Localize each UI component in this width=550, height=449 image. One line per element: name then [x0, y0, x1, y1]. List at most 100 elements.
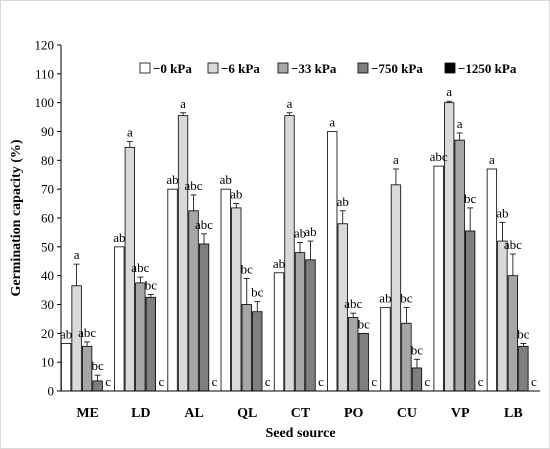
- sig-label-cu-series-4: c: [425, 374, 431, 389]
- sig-label-me-series-1: a: [74, 247, 80, 262]
- bar-ql-series-3: [252, 311, 263, 392]
- sig-label-po-series-3: bc: [358, 316, 371, 331]
- sig-label-al-series-3: abc: [195, 217, 213, 232]
- legend-label-0: −0 kPa: [153, 61, 192, 76]
- sig-label-lb-series-4: c: [531, 374, 537, 389]
- sig-label-me-series-0: ab: [60, 326, 72, 341]
- bar-ql-series-2: [241, 304, 252, 392]
- bar-ct-series-2: [294, 252, 306, 392]
- significance-labels: abaabcbccabaabcbccabaabcabccababbcbccaba…: [60, 84, 537, 389]
- sig-label-cu-series-2: bc: [400, 290, 413, 305]
- x-axis-title: Seed source: [265, 426, 335, 441]
- sig-label-cu-series-1: a: [393, 152, 399, 167]
- bar-po-series-0: [327, 131, 338, 392]
- sig-label-po-series-4: c: [371, 374, 377, 389]
- bar-ct-series-1: [284, 115, 295, 392]
- x-category-label-ld: LD: [131, 406, 150, 421]
- bar-lb-series-2: [507, 275, 519, 392]
- x-category-label-vp: VP: [451, 406, 470, 421]
- y-tick-label-9: 90: [41, 124, 54, 139]
- bar-vp-series-1: [444, 102, 455, 392]
- legend-label-4: −1250 kPa: [458, 61, 517, 76]
- bar-po-series-3: [358, 332, 369, 392]
- bar-cu-series-3: [411, 367, 423, 392]
- bar-vp-series-0: [433, 165, 444, 392]
- legend-label-2: −33 kPa: [291, 61, 337, 76]
- sig-label-ql-series-3: bc: [251, 285, 264, 300]
- sig-label-ld-series-3: bc: [145, 277, 158, 292]
- legend: −0 kPa −6 kPa −33 kPa −750 kPa −1250 kPa: [139, 61, 517, 76]
- bar-cu-series-1: [390, 184, 402, 392]
- sig-label-lb-series-3: bc: [517, 326, 530, 341]
- sig-label-ql-series-4: c: [265, 374, 271, 389]
- x-category-label-ql: QL: [237, 406, 257, 421]
- sig-label-ct-series-1: a: [287, 96, 293, 111]
- legend-swatch-4: [444, 62, 456, 74]
- sig-label-ct-series-0: ab: [273, 256, 285, 271]
- legend-swatch-2: [277, 62, 289, 74]
- x-axis-categories: ME LD AL QL CT PO CU VP LB: [76, 406, 522, 421]
- y-tick-label-11: 110: [35, 66, 54, 81]
- x-category-label-al: AL: [184, 406, 203, 421]
- bar-al-series-3: [198, 243, 210, 392]
- bar-lb-series-0: [486, 168, 498, 392]
- y-tick-label-5: 50: [41, 239, 54, 254]
- x-category-label-me: ME: [76, 406, 99, 421]
- legend-swatch-1: [207, 62, 219, 74]
- bar-vp-series-2: [454, 139, 465, 392]
- bars-group: [60, 100, 529, 392]
- sig-label-al-series-1: a: [180, 96, 186, 111]
- y-axis-title: Germination capacity (%): [9, 139, 24, 296]
- bar-ld-series-3: [145, 296, 156, 392]
- y-tick-label-10: 100: [35, 95, 55, 110]
- bar-al-series-0: [167, 188, 178, 392]
- bar-al-series-2: [188, 210, 199, 392]
- bar-al-series-1: [177, 115, 189, 392]
- sig-label-ct-series-2: ab: [294, 226, 306, 241]
- y-tick-label-1: 10: [41, 355, 54, 370]
- legend-label-3: −750 kPa: [371, 61, 423, 76]
- sig-label-lb-series-0: a: [489, 152, 495, 167]
- sig-label-me-series-4: c: [105, 374, 111, 389]
- bar-cu-series-0: [380, 306, 391, 392]
- bar-ct-series-0: [273, 272, 285, 392]
- bar-me-series-0: [60, 343, 72, 392]
- sig-label-lb-series-1: ab: [496, 205, 508, 220]
- x-category-label-ct: CT: [291, 406, 311, 421]
- sig-label-ld-series-0: ab: [113, 230, 125, 245]
- bar-po-series-2: [348, 317, 359, 392]
- sig-label-ld-series-4: c: [158, 374, 164, 389]
- bar-ld-series-2: [135, 282, 146, 392]
- sig-label-po-series-0: a: [329, 115, 335, 130]
- x-category-label-po: PO: [344, 406, 364, 421]
- sig-label-po-series-2: abc: [344, 296, 362, 311]
- sig-label-cu-series-3: bc: [411, 342, 424, 357]
- sig-label-al-series-2: abc: [185, 178, 203, 193]
- bar-ql-series-1: [231, 207, 242, 392]
- y-tick-label-2: 20: [41, 326, 54, 341]
- y-tick-label-3: 30: [41, 297, 54, 312]
- x-category-label-lb: LB: [504, 406, 523, 421]
- bar-me-series-3: [92, 380, 103, 392]
- sig-label-ct-series-3: ab: [304, 224, 316, 239]
- sig-label-ql-series-1: ab: [230, 187, 242, 202]
- y-axis-ticks: 0 10 20 30 40 50 60 70 80 90 100 110 120: [35, 38, 61, 399]
- legend-label-1: −6 kPa: [221, 61, 260, 76]
- sig-label-ql-series-2: bc: [241, 262, 254, 277]
- sig-label-ld-series-1: a: [127, 125, 133, 140]
- sig-label-al-series-0: ab: [166, 172, 178, 187]
- bar-ld-series-0: [114, 246, 125, 392]
- legend-swatch-0: [139, 62, 151, 74]
- y-tick-label-0: 0: [48, 384, 55, 399]
- x-category-label-cu: CU: [397, 406, 417, 421]
- bar-vp-series-3: [465, 230, 476, 392]
- sig-label-al-series-4: c: [212, 374, 218, 389]
- sig-label-vp-series-3: bc: [464, 191, 477, 206]
- sig-label-me-series-3: bc: [91, 358, 104, 373]
- y-tick-label-12: 120: [35, 38, 55, 53]
- bar-ql-series-0: [220, 188, 231, 392]
- bar-lb-series-3: [518, 345, 529, 392]
- sig-label-ct-series-4: c: [318, 374, 324, 389]
- bar-lb-series-1: [497, 240, 508, 392]
